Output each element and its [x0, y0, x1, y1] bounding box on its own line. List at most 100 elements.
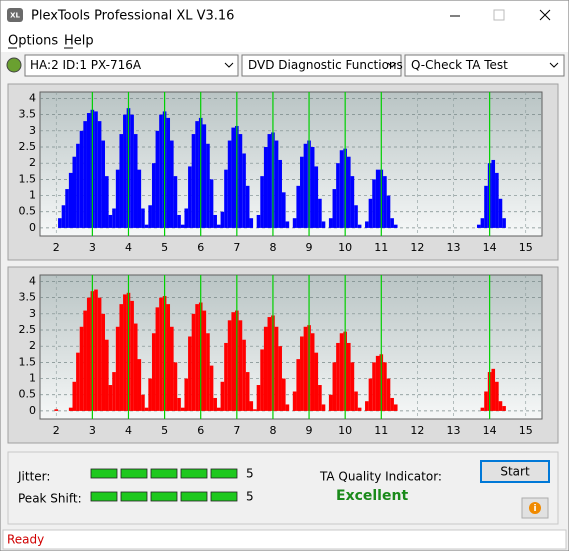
bar — [357, 407, 362, 411]
bar — [318, 198, 322, 228]
bar — [184, 378, 189, 411]
x-tick-label: 7 — [233, 241, 240, 254]
bar — [300, 156, 304, 228]
bar — [137, 169, 142, 228]
bar — [76, 352, 80, 411]
bar — [141, 394, 145, 411]
x-tick-label: 6 — [197, 241, 204, 254]
jitter-label: Jitter: — [17, 470, 50, 484]
bar — [216, 224, 221, 228]
y-tick-label: 0 — [29, 404, 36, 417]
bar — [303, 326, 308, 411]
bar — [484, 391, 488, 411]
start-button[interactable] — [480, 460, 550, 483]
bar — [285, 404, 290, 411]
bar — [177, 397, 181, 411]
bar — [260, 176, 264, 228]
bar — [220, 381, 225, 411]
menu-options[interactable]: Options — [8, 34, 58, 49]
bar — [256, 214, 261, 228]
bar — [65, 189, 69, 228]
app-icon — [7, 8, 23, 22]
bar — [253, 409, 257, 411]
bar — [173, 176, 178, 228]
bar — [314, 166, 319, 228]
bar — [148, 205, 152, 228]
bar — [495, 381, 499, 411]
y-tick-label: 0.5 — [19, 205, 37, 218]
bar — [112, 372, 116, 411]
bar — [209, 365, 214, 411]
bar — [368, 198, 373, 228]
bar — [213, 214, 217, 228]
drive-select[interactable] — [24, 54, 239, 77]
bar — [321, 221, 326, 228]
x-tick-label: 4 — [125, 424, 132, 437]
bar — [159, 297, 163, 411]
x-tick-label: 15 — [519, 241, 533, 254]
meter-segment — [210, 468, 238, 479]
bar — [68, 407, 73, 411]
bar — [328, 218, 333, 228]
bar — [383, 176, 387, 228]
bar — [108, 214, 113, 228]
bar — [285, 221, 290, 228]
bar — [328, 394, 333, 411]
bar — [484, 185, 488, 228]
x-tick-label: 13 — [447, 241, 461, 254]
bar — [61, 205, 66, 228]
bar — [173, 362, 178, 411]
y-tick-label: 2 — [29, 156, 36, 169]
bar — [386, 378, 391, 411]
bar — [350, 362, 355, 411]
x-tick-label: 11 — [374, 424, 388, 437]
y-tick-label: 3.5 — [19, 291, 37, 304]
bar — [274, 326, 279, 411]
meter-segment — [210, 491, 238, 502]
close-button[interactable] — [539, 9, 551, 21]
bar — [372, 362, 376, 411]
bar — [502, 406, 506, 411]
maximize-button[interactable] — [493, 9, 505, 21]
function-select-text: DVD Diagnostic Functions — [248, 58, 403, 72]
y-tick-label: 1 — [29, 372, 36, 385]
bar — [354, 391, 358, 411]
bar — [108, 385, 113, 411]
bar — [101, 140, 106, 228]
bar — [123, 114, 127, 228]
start-button-text: Start — [500, 465, 530, 479]
bar — [300, 336, 304, 411]
bar — [502, 218, 506, 228]
y-tick-label: 0.5 — [19, 388, 37, 401]
bar — [491, 368, 496, 411]
test-select[interactable] — [404, 54, 565, 77]
bar — [83, 310, 87, 411]
bar — [202, 310, 207, 411]
bar — [498, 401, 503, 411]
bar — [86, 297, 91, 411]
bar — [133, 323, 138, 411]
x-tick-label: 10 — [338, 424, 352, 437]
function-select[interactable] — [241, 54, 402, 77]
bar — [278, 346, 282, 411]
ta-quality-label: TA Quality Indicator: — [319, 470, 442, 484]
x-tick-label: 2 — [53, 424, 60, 437]
bar — [386, 195, 391, 228]
bar — [209, 179, 214, 228]
bar — [130, 114, 134, 228]
dropdown-arrow — [387, 62, 397, 68]
info-icon — [529, 502, 541, 514]
y-tick-label: 0 — [29, 221, 36, 234]
x-tick-label: 10 — [338, 241, 352, 254]
ta-quality-value: Excellent — [336, 488, 408, 504]
bar — [245, 185, 250, 228]
bar — [184, 208, 189, 228]
bar — [94, 111, 98, 228]
bar — [375, 355, 380, 411]
bar — [336, 163, 340, 228]
menu-help[interactable]: Help — [64, 34, 94, 49]
x-tick-label: 9 — [306, 241, 313, 254]
bar — [206, 333, 210, 411]
bar — [249, 401, 254, 411]
bar — [133, 134, 138, 228]
